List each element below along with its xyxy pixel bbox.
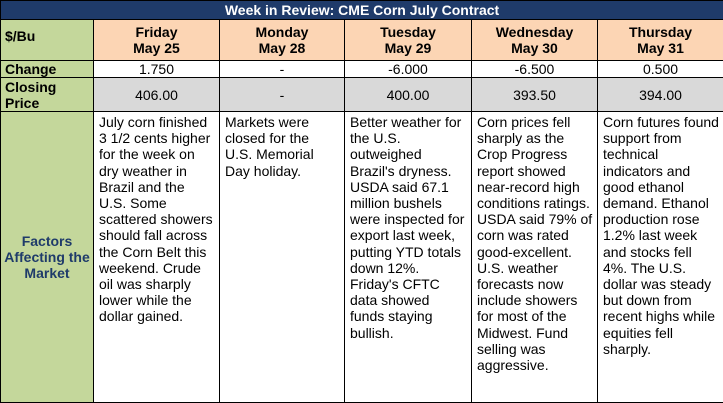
day-header-thursday: Thursday May 31 [596,19,723,61]
day-header-friday: Friday May 25 [93,19,220,61]
day-name: Tuesday [380,24,436,40]
closing-value-tuesday: 400.00 [344,77,472,112]
change-value-thursday: 0.500 [596,60,723,78]
closing-value-friday: 406.00 [93,77,220,112]
unit-label: $/Bu [0,19,94,61]
factors-text-monday: Markets were closed for the U.S. Memoria… [219,111,345,403]
day-name: Monday [255,24,309,40]
change-value-friday: 1.750 [93,60,220,78]
day-date: May 31 [637,40,684,56]
closing-value-monday: - [219,77,345,112]
closing-value-wednesday: 393.50 [471,77,598,112]
factors-text-friday: July corn finished 3 1/2 cents higher fo… [93,111,220,403]
factors-text-tuesday: Better weather for the U.S. outweighed B… [344,111,472,403]
row-label-factors: Factors Affecting the Market [0,111,94,403]
day-name: Wednesday [495,24,574,40]
day-header-tuesday: Tuesday May 29 [344,19,472,61]
day-header-wednesday: Wednesday May 30 [471,19,598,61]
day-name: Friday [135,24,178,40]
day-date: May 29 [384,40,432,56]
day-date: May 30 [511,40,558,56]
factors-text-thursday: Corn futures found support from technica… [596,111,723,403]
day-date: May 28 [258,40,306,56]
row-label-change: Change [0,60,94,78]
table-title: Week in Review: CME Corn July Contract [0,0,723,20]
day-header-monday: Monday May 28 [219,19,345,61]
day-name: Thursday [629,24,693,40]
row-label-closing-price: Closing Price [0,77,94,112]
closing-value-thursday: 394.00 [596,77,723,112]
change-value-wednesday: -6.500 [471,60,598,78]
change-value-tuesday: -6.000 [344,60,472,78]
day-date: May 25 [133,40,180,56]
change-value-monday: - [219,60,345,78]
factors-text-wednesday: Corn prices fell sharply as the Crop Pro… [471,111,598,403]
